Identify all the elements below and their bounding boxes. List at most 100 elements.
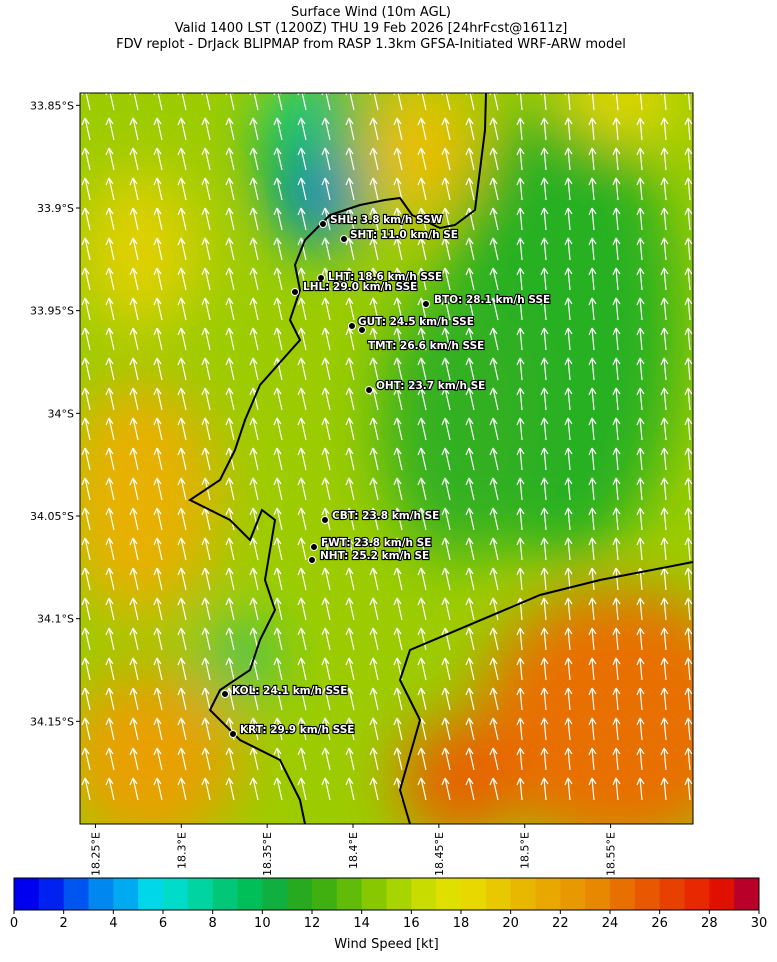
wind-arrow: [105, 477, 115, 501]
wind-arrow: [465, 327, 475, 351]
wind-arrow: [516, 327, 525, 351]
wind-arrow: [129, 147, 139, 171]
wind-arrow: [660, 177, 669, 201]
wind-arrow: [201, 597, 211, 621]
wind-arrow: [129, 747, 139, 771]
wind-arrow: [321, 417, 331, 441]
wind-arrow: [177, 537, 187, 561]
wind-arrow: [636, 117, 645, 141]
station-label: CBT: 23.8 km/h SE: [332, 510, 439, 522]
wind-arrow: [321, 237, 331, 261]
wind-arrow: [636, 747, 645, 771]
wind-arrow: [636, 507, 645, 531]
wind-arrow: [516, 177, 525, 201]
colorbar-segment: [610, 878, 636, 910]
wind-arrow: [81, 147, 91, 171]
wind-arrow: [129, 627, 139, 651]
wind-arrow: [441, 507, 451, 531]
wind-arrow: [81, 507, 91, 531]
wind-arrow: [636, 777, 645, 801]
wind-arrow: [345, 93, 355, 111]
wind-arrow: [489, 147, 499, 171]
wind-arrow: [588, 657, 597, 681]
wind-arrow: [684, 747, 693, 771]
wind-arrow: [540, 477, 549, 501]
wind-arrow: [684, 387, 693, 411]
wind-arrow: [129, 537, 139, 561]
wind-arrow: [129, 507, 139, 531]
wind-arrow: [81, 537, 91, 561]
wind-arrow: [540, 117, 549, 141]
wind-arrow: [369, 687, 379, 711]
wind-arrow: [516, 507, 525, 531]
colorbar-segment: [212, 878, 238, 910]
wind-arrow: [153, 507, 163, 531]
lon-tick-label: 18.4°E: [347, 832, 360, 869]
wind-arrow: [489, 507, 499, 531]
wind-arrow: [660, 387, 669, 411]
wind-arrow: [465, 717, 475, 741]
wind-arrow: [540, 747, 549, 771]
wind-arrow: [564, 627, 573, 651]
wind-arrow: [684, 93, 693, 111]
wind-arrow: [441, 177, 451, 201]
wind-arrow: [129, 567, 139, 591]
colorbar-tick-label: 10: [254, 916, 271, 931]
wind-arrow: [81, 417, 91, 441]
wind-arrow: [465, 747, 475, 771]
wind-arrow: [225, 93, 235, 111]
wind-arrow: [81, 657, 91, 681]
wind-arrow: [660, 447, 669, 471]
station-dot: [229, 730, 237, 738]
colorbar-tick-label: 24: [602, 916, 619, 931]
wind-arrow: [249, 537, 259, 561]
wind-arrow: [201, 357, 211, 381]
wind-arrow: [321, 747, 331, 771]
lat-tick-label: 34.05°S: [30, 510, 74, 523]
wind-arrow: [393, 327, 403, 351]
wind-arrow: [105, 267, 115, 291]
wind-arrow: [345, 657, 355, 681]
wind-arrow: [684, 777, 693, 801]
wind-arrow: [684, 267, 693, 291]
wind-arrow: [369, 567, 379, 591]
wind-arrow: [345, 567, 355, 591]
wind-arrow: [417, 747, 427, 771]
wind-arrow: [564, 477, 573, 501]
wind-arrow: [393, 597, 403, 621]
wind-arrow: [153, 477, 163, 501]
wind-arrow: [516, 627, 525, 651]
wind-arrow: [105, 447, 115, 471]
wind-arrow: [369, 777, 379, 801]
colorbar-segment: [187, 878, 214, 910]
wind-arrow: [540, 177, 549, 201]
station-label: LHT: 18.6 km/h SSE: [328, 271, 442, 283]
wind-arrow: [441, 147, 451, 171]
wind-arrow: [684, 567, 693, 591]
colorbar-tick-label: 30: [751, 916, 768, 931]
wind-arrow: [177, 777, 187, 801]
wind-arrow: [345, 357, 355, 381]
wind-arrow: [540, 507, 549, 531]
wind-arrow: [273, 627, 283, 651]
wind-arrow: [441, 747, 451, 771]
station-dot: [317, 274, 325, 282]
wind-arrow: [297, 177, 307, 201]
wind-arrow: [201, 147, 211, 171]
wind-arrow: [201, 567, 211, 591]
wind-arrow: [273, 147, 283, 171]
wind-arrow: [441, 717, 451, 741]
wind-arrow: [273, 417, 283, 441]
wind-arrow: [201, 687, 211, 711]
wind-arrow: [105, 207, 115, 231]
wind-arrow: [153, 417, 163, 441]
wind-arrow: [81, 567, 91, 591]
wind-arrow: [636, 537, 645, 561]
wind-arrow: [369, 177, 379, 201]
wind-arrow: [588, 177, 597, 201]
wind-arrow: [177, 417, 187, 441]
wind-arrow: [201, 117, 211, 141]
wind-arrow: [81, 207, 91, 231]
wind-arrow: [516, 417, 525, 441]
wind-arrow: [684, 357, 693, 381]
